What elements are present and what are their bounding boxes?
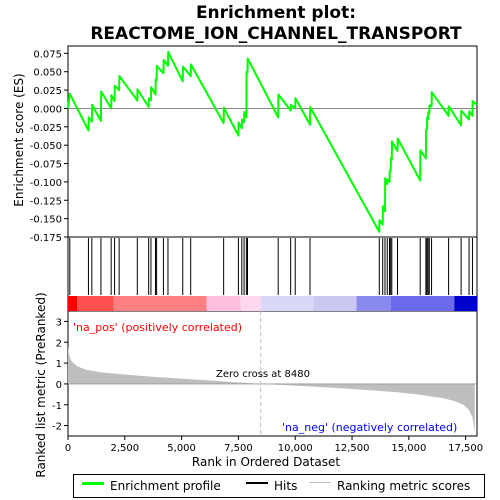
chart-title-line2: REACTOME_ION_CHANNEL_TRANSPORT (90, 24, 462, 44)
metric-ytick-label: 0 (56, 380, 62, 391)
metric-ytick-label: 2 (56, 338, 62, 349)
xtick-label: 7,500 (224, 443, 253, 454)
es-ytick-label: -0.025 (30, 123, 62, 134)
colorbar-segment (313, 296, 357, 311)
es-ytick-label: 0.050 (33, 68, 62, 79)
colorbar-segment (113, 296, 207, 311)
pos-correlated-label: 'na_pos' (positively correlated) (73, 321, 242, 334)
zero-cross-label: Zero cross at 8480 (216, 369, 310, 380)
metric-area-fill (68, 346, 475, 432)
colorbar-segment (356, 296, 391, 311)
colorbar-segment (77, 296, 114, 311)
xtick-label: 5,000 (167, 443, 196, 454)
colorbar-segment (260, 296, 314, 311)
legend-metric-swatch (309, 482, 331, 483)
es-ytick-label: -0.175 (30, 233, 62, 244)
metric-ytick-label: -1 (52, 401, 62, 412)
xtick-label: 0 (65, 443, 71, 454)
metric-axis-label: Ranked list metric (PreRanked) (34, 292, 48, 477)
colorbar-segment (240, 296, 261, 311)
metric-ytick-label: 3 (56, 317, 62, 328)
colorbar-segment (454, 296, 477, 311)
xtick-label: 15,000 (391, 443, 426, 454)
es-ytick-label: -0.050 (30, 141, 62, 152)
legend-metric-label: Ranking metric scores (337, 479, 471, 493)
es-ytick-label: 0.075 (33, 49, 62, 60)
enrichment-profile-line (67, 50, 478, 233)
legend: Enrichment profile Hits Ranking metric s… (73, 474, 485, 498)
metric-ytick-label: 1 (56, 359, 62, 370)
xtick-label: 2,500 (110, 443, 139, 454)
neg-correlated-label: 'na_neg' (negatively correlated) (282, 421, 457, 434)
legend-hits-swatch (246, 482, 268, 484)
colorbar-segment (390, 296, 455, 311)
legend-es-swatch (82, 482, 104, 485)
es-ytick-label: -0.150 (30, 215, 62, 226)
es-ytick-label: 0.025 (33, 86, 62, 97)
es-ytick-label: -0.075 (30, 160, 62, 171)
chart-title-line1: Enrichment plot: (196, 3, 356, 23)
xtick-label: 17,500 (448, 443, 483, 454)
xtick-label: 10,000 (278, 443, 313, 454)
legend-es-label: Enrichment profile (110, 479, 221, 493)
metric-ytick-label: -2 (52, 422, 62, 433)
es-ytick-label: -0.100 (30, 178, 62, 189)
legend-hits-label: Hits (274, 479, 298, 493)
colorbar-segment (206, 296, 241, 311)
x-axis-label: Rank in Ordered Dataset (192, 455, 340, 469)
xtick-label: 12,500 (335, 443, 370, 454)
es-panel-frame (67, 45, 478, 311)
es-ytick-label: 0.000 (33, 104, 62, 115)
es-axis-label: Enrichment score (ES) (12, 73, 26, 206)
colorbar-segment (68, 296, 78, 311)
es-ytick-label: -0.125 (30, 196, 62, 207)
